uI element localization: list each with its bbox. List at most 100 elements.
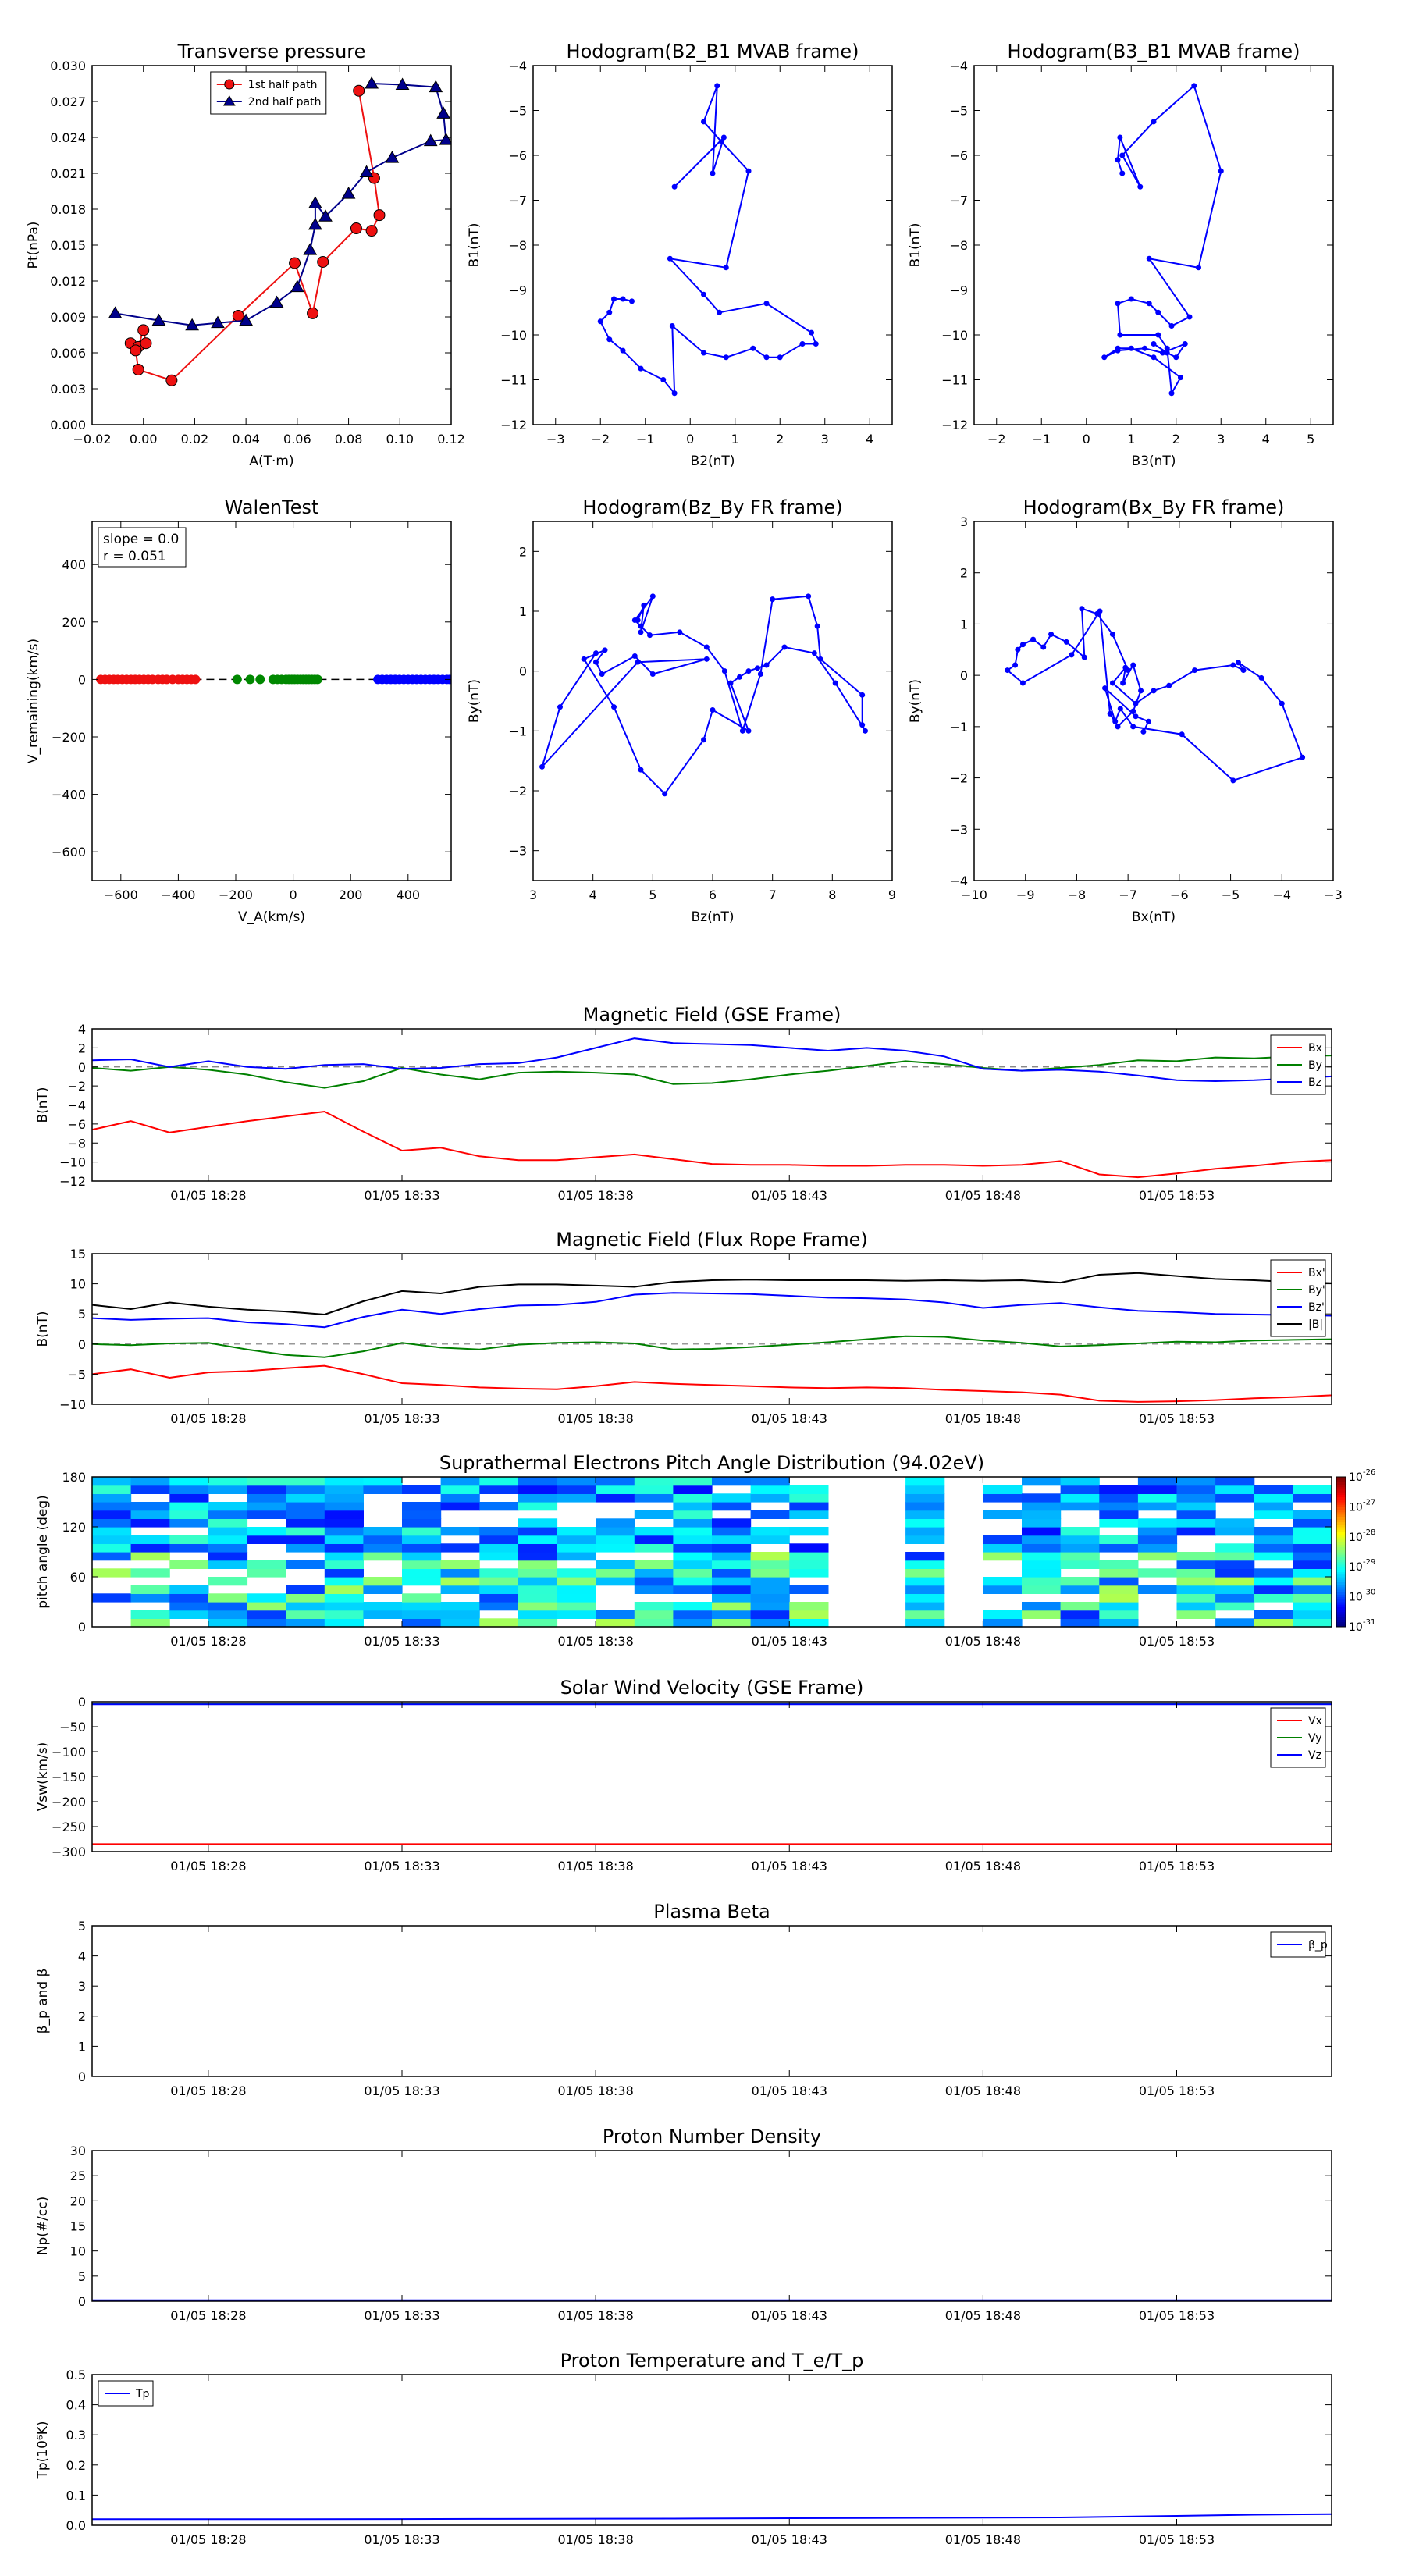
vsw-xtick-label: 01/05 18:48 bbox=[945, 1859, 1021, 1873]
hodo1-point bbox=[714, 83, 720, 89]
pad-cell bbox=[402, 1502, 442, 1511]
walen-xtick-label: −400 bbox=[161, 888, 195, 902]
pad-cell bbox=[1293, 1493, 1332, 1503]
temp-ytick-label: 0.3 bbox=[66, 2428, 86, 2443]
pad-cell bbox=[596, 1477, 635, 1486]
tp-series-line-1 bbox=[115, 83, 447, 326]
pad-cell bbox=[169, 1510, 209, 1519]
hodo2-point bbox=[1115, 157, 1121, 163]
hodo3-point bbox=[755, 665, 760, 671]
vsw-legend-label: Vy bbox=[1308, 1732, 1322, 1745]
hodo4-xtick-label: −5 bbox=[1222, 888, 1240, 902]
np-title: Proton Number Density bbox=[603, 2126, 821, 2147]
hodo2-xtick-label: 4 bbox=[1262, 432, 1270, 447]
pad-cell bbox=[712, 1518, 752, 1528]
pad-colorbar-step bbox=[1336, 1494, 1346, 1498]
pad-cell bbox=[1060, 1502, 1100, 1511]
pad-cell bbox=[1215, 1485, 1255, 1494]
pad-cell bbox=[402, 1527, 442, 1536]
pad-colorbar-step bbox=[1336, 1529, 1346, 1532]
pad-cell bbox=[324, 1552, 364, 1561]
walen-xtick-label: −200 bbox=[219, 888, 253, 902]
pad-cell bbox=[712, 1610, 752, 1619]
pad-cell bbox=[673, 1602, 713, 1611]
hodo2-point bbox=[1142, 345, 1147, 351]
hodo1-point bbox=[723, 354, 729, 361]
hodo1-point bbox=[660, 377, 667, 382]
pad-cell bbox=[1137, 1568, 1178, 1578]
hodo1-xtick-label: −2 bbox=[591, 432, 610, 447]
pad-cell bbox=[208, 1602, 248, 1611]
hodo2-point bbox=[1117, 134, 1123, 141]
hodo3-point bbox=[763, 662, 770, 668]
hodo2-ytick-label: −7 bbox=[949, 194, 968, 208]
beta-legend: β_p bbox=[1270, 1931, 1328, 1958]
tp-point bbox=[165, 374, 178, 386]
pad-cell bbox=[1254, 1585, 1293, 1594]
bfr-legend: Bx' By' Bz' |B| bbox=[1270, 1259, 1326, 1337]
pad-cell bbox=[750, 1477, 790, 1486]
walen-ylabel: V_remaining(km/s) bbox=[26, 639, 41, 763]
pad-cell bbox=[208, 1502, 248, 1511]
bfr-legend-label: Bx' bbox=[1308, 1267, 1325, 1279]
hodo1-xtick-label: 2 bbox=[776, 432, 784, 447]
bfr-xtick-label: 01/05 18:33 bbox=[364, 1411, 439, 1426]
pad-ticks: 01/05 18:28 01/05 18:33 01/05 18:38 01/05 1… bbox=[62, 1470, 1332, 1649]
pad-colorbar-exp: -26 bbox=[1363, 1468, 1375, 1477]
tp-point bbox=[365, 76, 379, 89]
pad-cell bbox=[1137, 1585, 1178, 1594]
hodo2-point bbox=[1173, 354, 1179, 361]
pad-cell bbox=[1022, 1502, 1062, 1511]
pad-cell bbox=[479, 1535, 519, 1544]
hodo4-point bbox=[1145, 718, 1151, 724]
pad-cell bbox=[634, 1485, 674, 1494]
pad-cell bbox=[1022, 1510, 1062, 1519]
hodo4-point bbox=[1140, 728, 1147, 735]
walen-title: WalenTest bbox=[225, 496, 319, 518]
pad-colorbar-step bbox=[1336, 1517, 1346, 1520]
vsw-legend-label: Vz bbox=[1308, 1749, 1321, 1762]
bgse-series-line-2 bbox=[92, 1037, 1332, 1083]
pad-cell bbox=[208, 1535, 248, 1544]
hodo3-point bbox=[649, 593, 656, 600]
hodo2-title: Hodogram(B3_B1 MVAB frame) bbox=[1008, 41, 1300, 62]
hodo3-panel: 3 4 5 6 7 8 9 −3 −2 −1 0 1 2 Hodogram(Bz_By FR frame)… bbox=[467, 496, 896, 925]
hodo3-point bbox=[832, 680, 838, 686]
pad-cell bbox=[130, 1543, 170, 1553]
bgse-legend-label: By bbox=[1308, 1059, 1322, 1072]
pad-cell bbox=[286, 1485, 325, 1494]
pad-cell bbox=[92, 1510, 132, 1519]
hodo3-point bbox=[811, 650, 817, 656]
walen-point bbox=[312, 674, 322, 685]
pad-cell bbox=[905, 1618, 945, 1628]
pad-cell bbox=[208, 1510, 248, 1519]
hodo4-ytick-label: −4 bbox=[949, 873, 968, 888]
pad-cell bbox=[1176, 1493, 1216, 1503]
pad-cell bbox=[1022, 1568, 1062, 1578]
pad-cell bbox=[363, 1552, 403, 1561]
hodo3-title: Hodogram(Bz_By FR frame) bbox=[582, 496, 842, 518]
pad-cell bbox=[518, 1518, 558, 1528]
pad-cell bbox=[130, 1568, 170, 1578]
pad-cell bbox=[208, 1560, 248, 1569]
hodo4-xtick-label: −9 bbox=[1016, 888, 1035, 902]
hodo2-xtick-label: 3 bbox=[1217, 432, 1225, 447]
pad-cell bbox=[440, 1602, 480, 1611]
pad-cell bbox=[479, 1568, 519, 1578]
hodo3-point bbox=[638, 767, 644, 773]
pad-cell bbox=[1022, 1610, 1062, 1619]
pad-cell bbox=[324, 1585, 364, 1594]
hodo4-xtick-label: −3 bbox=[1324, 888, 1343, 902]
pad-cell bbox=[286, 1593, 325, 1603]
pad-cell bbox=[905, 1527, 945, 1536]
hodo1-ytick-label: −12 bbox=[500, 418, 527, 432]
hodo3-point bbox=[635, 659, 641, 665]
tp-ticks: −0.02 0.00 0.02 0.04 0.06 0.08 0.10 0.12 0.000 0.… bbox=[50, 59, 465, 447]
walen-xtick-label: 200 bbox=[339, 888, 363, 902]
tp-point bbox=[308, 196, 322, 208]
hodo4-point bbox=[1115, 724, 1121, 730]
bgse-xtick-label: 01/05 18:28 bbox=[170, 1188, 246, 1203]
temp-xtick-label: 01/05 18:38 bbox=[557, 2532, 633, 2547]
pad-cell bbox=[247, 1560, 286, 1569]
pad-cell bbox=[518, 1577, 558, 1586]
